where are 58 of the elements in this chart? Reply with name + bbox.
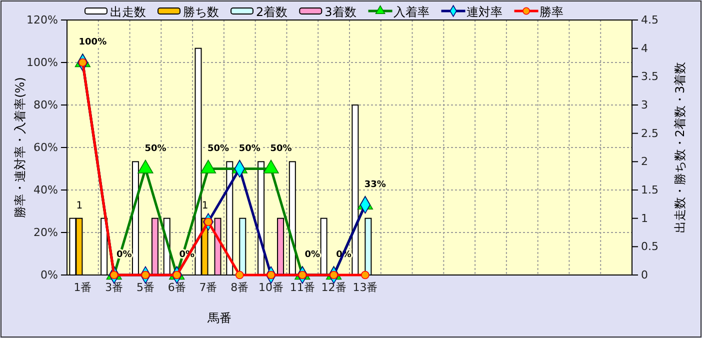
data-label: 33% [364,180,386,190]
data-label: 1 [202,200,208,212]
data-label: 50% [238,144,260,154]
data-label: 1 [76,200,83,212]
legend-label: 出走数 [110,5,146,19]
x-tick-label: 13番 [352,280,378,294]
legend-label: 勝ち数 [183,5,219,19]
point [263,160,279,174]
y2-tick-label: 0.5 [641,240,658,254]
y2-tick-label: 3.5 [641,70,658,84]
bar [288,161,296,276]
legend-label: 入着率 [393,5,430,19]
bar [320,218,328,276]
bar [277,218,284,276]
x-tick-label: 1番 [74,280,92,294]
point [138,160,154,174]
y-tick-label: 60% [34,141,58,154]
x-tick-label: 10番 [258,280,284,294]
y2-tick-label: 1.5 [641,184,658,197]
y-tick-label: 40% [34,184,58,197]
x-tick-label: 5番 [136,280,154,294]
x-tick-label: 12番 [321,280,346,294]
y-tick-label: 100% [26,56,58,70]
point [200,160,216,174]
x-tick-label: 8番 [230,280,249,294]
x-tick-label: 7番 [199,280,218,294]
y-tick-label: 0% [40,268,58,282]
data-label: 0% [304,250,320,260]
legend-label: 連対率 [466,5,502,19]
bar [352,104,359,276]
point [361,270,370,280]
y-tick-label: 120% [26,14,58,27]
legend-label: 勝率 [539,5,564,19]
data-label: 50% [270,144,292,154]
y2-axis-title: 出走数・勝ち数・2着数・3着数 [673,62,687,234]
point [235,270,244,280]
data-label: 100% [78,38,107,48]
x-axis-title: 馬番 [206,311,232,325]
y2-tick-label: 1 [641,212,648,225]
bar [151,218,158,276]
y-tick-label: 20% [34,226,58,240]
y2-tick-label: 2.5 [641,126,658,140]
y-tick-label: 80% [34,98,58,112]
y2-tick-label: 0 [641,268,648,282]
y2-tick-label: 4 [641,42,648,55]
legend-label: 3着数 [324,5,356,19]
data-label: 50% [207,144,230,154]
y-axis-title: 勝率・連対率・入着率(%) [13,77,27,218]
legend-label: 2着数 [256,5,288,19]
bar [239,218,246,276]
x-tick-label: 6番 [168,280,186,294]
y2-tick-label: 4.5 [641,14,658,27]
x-tick-label: 11番 [290,280,315,294]
y2-tick-label: 2 [641,155,648,168]
bar [132,161,139,276]
data-label: 50% [144,144,166,154]
x-tick-label: 3番 [105,280,124,294]
y2-tick-label: 3 [641,98,648,112]
